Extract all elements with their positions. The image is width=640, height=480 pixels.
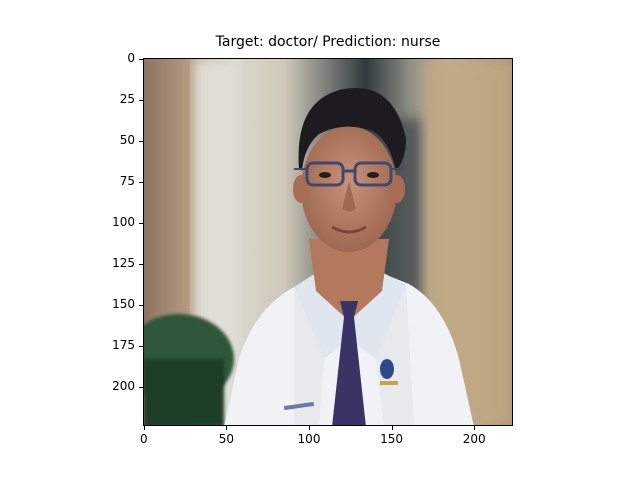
y-tick-label: 175 [112,338,135,353]
x-tick-mark [474,426,476,430]
image-axes [143,58,513,426]
coat-name-embroidery [283,401,315,411]
neck [309,239,389,321]
left-lapel [294,287,324,425]
y-tick-mark [139,264,143,266]
y-tick-mark [139,182,143,184]
x-tick-mark [309,426,310,430]
y-tick-mark [139,223,143,225]
right-lapel [376,285,414,425]
nose [342,181,356,212]
tie [332,301,366,425]
y-tick-mark [139,58,143,60]
y-tick-mark [139,140,143,142]
right-ear [389,175,405,203]
y-tick-mark [139,99,143,101]
x-tick-label: 50 [218,432,235,446]
y-tick-label: 75 [119,174,135,189]
left-eye [319,172,331,178]
x-tick-label: 100 [297,432,321,446]
x-tick-label: 200 [462,432,486,446]
x-tick-mark [391,426,393,430]
coat-logo-text [380,381,398,385]
y-tick-label: 50 [119,132,135,147]
y-tick-mark [139,346,143,348]
mouth [331,225,367,234]
hair [298,88,406,171]
y-tick-label: 25 [119,91,135,106]
x-tick-label: 150 [380,432,404,446]
photo-doctor [144,59,512,425]
x-tick-label: 0 [139,432,148,446]
glasses [294,161,402,187]
y-tick-mark [139,387,143,389]
coat-logo [380,359,394,379]
y-tick-label: 200 [112,379,135,394]
green-object-base [144,359,224,425]
y-tick-label: 150 [112,297,135,312]
y-tick-label: 100 [112,215,135,230]
right-eye [367,172,379,178]
x-tick-mark [226,426,228,430]
plot-title: Target: doctor/ Prediction: nurse [215,34,441,50]
x-tick-mark [143,426,145,430]
y-tick-mark [139,305,143,307]
y-tick-label: 125 [112,256,135,271]
y-tick-label: 0 [127,50,135,65]
left-ear [293,175,309,203]
